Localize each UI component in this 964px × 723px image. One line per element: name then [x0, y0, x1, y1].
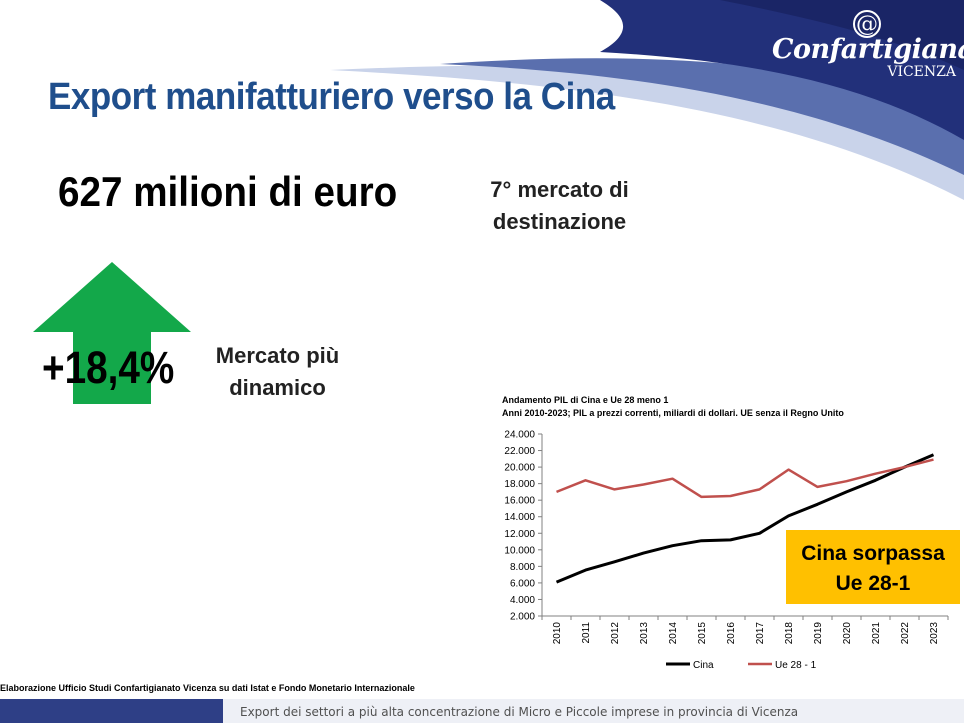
- x-tick-label: 2013: [639, 622, 650, 645]
- market-rank-line-1: 7° mercato di: [490, 177, 629, 202]
- y-tick-label: 20.000: [504, 463, 535, 474]
- x-tick-label: 2021: [871, 622, 882, 645]
- x-tick-label: 2015: [697, 622, 708, 645]
- logo-name: Confartigianato: [772, 34, 964, 65]
- x-tick-label: 2012: [610, 622, 621, 645]
- logo-at-icon: @: [853, 10, 881, 38]
- y-tick-label: 22.000: [504, 446, 535, 457]
- footer-bar: [223, 699, 964, 723]
- callout-line-2: Ue 28-1: [835, 572, 911, 595]
- export-value: 627 milioni di euro: [58, 168, 398, 215]
- y-tick-label: 10.000: [504, 545, 535, 556]
- chart-subtitle: Anni 2010-2023; PIL a prezzi correnti, m…: [502, 408, 844, 418]
- legend-label: Cina: [693, 660, 714, 671]
- footer-text: Export dei settori a più alta concentraz…: [240, 705, 799, 719]
- slide-title: Export manifatturiero verso la Cina: [48, 76, 615, 118]
- x-tick-label: 2010: [552, 622, 563, 645]
- logo-location: VICENZA: [887, 64, 956, 80]
- footer-accent: [0, 699, 223, 723]
- series-line-ue-28-1: [556, 458, 934, 499]
- chart-title: Andamento PIL di Cina e Ue 28 meno 1: [502, 395, 669, 405]
- x-tick-label: 2016: [726, 622, 737, 645]
- y-tick-label: 14.000: [504, 512, 535, 523]
- x-tick-label: 2022: [900, 622, 911, 645]
- y-tick-label: 12.000: [504, 529, 535, 540]
- y-tick-label: 2.000: [510, 612, 535, 623]
- x-tick-label: 2014: [668, 622, 679, 645]
- y-tick-label: 8.000: [510, 562, 535, 573]
- series-line-cina: [555, 453, 935, 584]
- x-tick-label: 2011: [581, 622, 592, 644]
- up-arrow-icon: [33, 262, 191, 404]
- market-rank-label: 7° mercato di destinazione: [472, 174, 647, 238]
- x-tick-label: 2017: [755, 622, 766, 645]
- gdp-line-chart: 2.000 4.000 6.000 8.000 10.000 12.000 14.000 16…: [504, 430, 949, 671]
- legend-label: Ue 28 - 1: [775, 660, 817, 671]
- source-note: Elaborazione Ufficio Studi Confartigiana…: [0, 683, 415, 693]
- y-tick-label: 4.000: [510, 595, 535, 606]
- growth-value: +18,4%: [42, 342, 175, 393]
- callout-box: Cina sorpassa Ue 28-1: [786, 530, 960, 604]
- y-tick-label: 18.000: [504, 479, 535, 490]
- callout-line-1: Cina sorpassa: [801, 542, 945, 565]
- y-tick-label: 6.000: [510, 578, 535, 589]
- dynamic-market-line-2: dinamico: [229, 375, 326, 400]
- x-tick-label: 2018: [784, 622, 795, 645]
- y-tick-label: 16.000: [504, 496, 535, 507]
- x-tick-label: 2019: [813, 622, 824, 645]
- market-rank-line-2: destinazione: [492, 209, 627, 234]
- y-tick-label: 24.000: [504, 430, 535, 441]
- x-tick-label: 2023: [929, 622, 940, 645]
- x-tick-label: 2020: [842, 622, 853, 645]
- dynamic-market-label: Mercato più dinamico: [205, 340, 350, 404]
- dynamic-market-line-1: Mercato più: [215, 343, 340, 368]
